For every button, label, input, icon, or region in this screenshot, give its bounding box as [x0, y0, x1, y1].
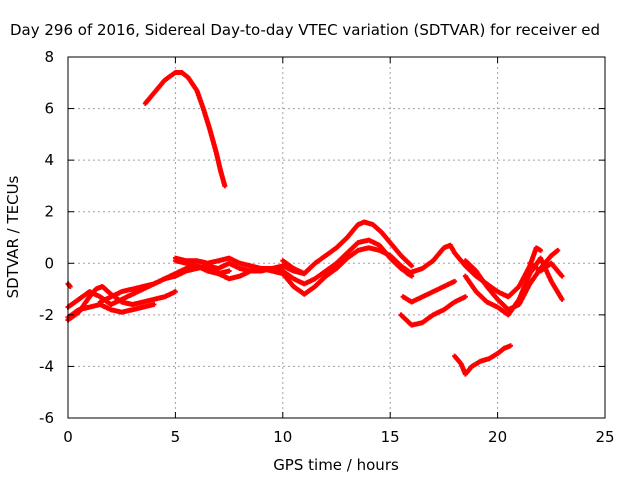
data-series: [280, 219, 415, 277]
data-series: [400, 278, 458, 305]
data-point: [559, 296, 565, 302]
x-tick-label: 0: [63, 428, 73, 446]
x-tick-label: 10: [273, 428, 292, 446]
plot-area: [65, 69, 565, 377]
data-point: [452, 278, 458, 284]
data-series: [142, 69, 228, 189]
x-tick-labels: 0 5 10 15 20 25: [63, 428, 614, 446]
x-tick-label: 15: [381, 428, 400, 446]
x-tick-label: 5: [171, 428, 181, 446]
data-series: [65, 302, 157, 320]
data-point: [555, 247, 561, 253]
chart-title: Day 296 of 2016, Sidereal Day-to-day VTE…: [10, 21, 600, 39]
data-point: [172, 289, 178, 295]
grid: [68, 57, 605, 418]
data-series: [97, 260, 307, 305]
y-tick-label: -2: [39, 306, 54, 324]
y-tick-label: 4: [44, 151, 54, 169]
data-point: [409, 263, 415, 269]
data-series: [398, 294, 468, 328]
data-point: [222, 183, 228, 189]
data-series: [65, 281, 73, 289]
y-tick-label: -4: [39, 357, 54, 375]
y-tick-label: 8: [44, 48, 54, 66]
data-point: [538, 247, 544, 253]
y-tick-label: -6: [39, 409, 54, 427]
y-tick-label: 0: [44, 254, 54, 272]
data-series: [462, 255, 565, 318]
y-tick-label: 2: [44, 203, 54, 221]
data-point: [226, 268, 232, 274]
axis-ticks: [67, 56, 606, 419]
data-series: [462, 247, 561, 313]
x-tick-label: 20: [488, 428, 507, 446]
y-tick-label: 6: [44, 100, 54, 118]
data-point: [151, 302, 157, 308]
data-series: [527, 260, 565, 279]
x-tick-label: 25: [595, 428, 614, 446]
data-point: [507, 343, 513, 349]
data-point: [462, 294, 468, 300]
data-point: [559, 273, 565, 279]
y-tick-labels: -6 -4 -2 0 2 4 6 8: [39, 48, 54, 427]
x-axis-label: GPS time / hours: [273, 456, 399, 474]
y-axis-label: SDTVAR / TECUs: [4, 175, 22, 298]
data-series: [452, 343, 513, 377]
plot-frame: [67, 56, 606, 419]
